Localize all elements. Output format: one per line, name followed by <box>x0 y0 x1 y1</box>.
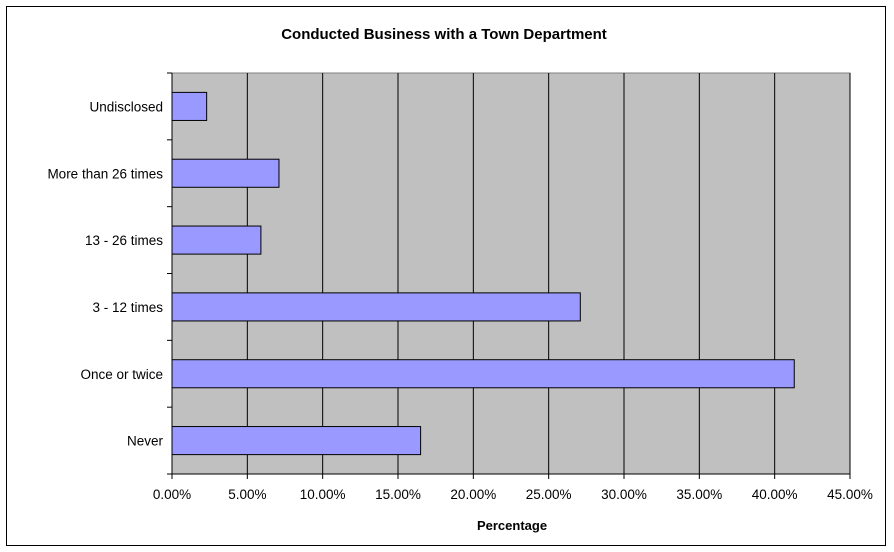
bar <box>171 426 422 456</box>
category-labels: Undisclosed More than 26 times 13 - 26 tim… <box>47 99 163 448</box>
bars <box>171 91 795 456</box>
axes <box>167 72 851 479</box>
x-tick-label: 20.00% <box>450 487 496 502</box>
x-tick-label: 0.00% <box>153 487 191 502</box>
gridlines <box>246 73 851 474</box>
x-tick-label: 45.00% <box>827 487 873 502</box>
category-label: 13 - 26 times <box>85 233 163 248</box>
bar <box>171 292 581 322</box>
category-label: Never <box>127 434 164 449</box>
x-tick-label: 5.00% <box>228 487 266 502</box>
x-tick-labels: 0.00% 5.00% 10.00% 15.00% 20.00% 25.00% 30.00%… <box>153 487 873 502</box>
x-axis-title: Percentage <box>477 518 547 533</box>
category-label: Once or twice <box>80 367 163 382</box>
chart-frame: Conducted Business with a Town Departmen… <box>6 6 886 546</box>
plot-area <box>171 72 851 475</box>
category-label: 3 - 12 times <box>92 300 163 315</box>
bar <box>171 91 208 121</box>
x-tick-label: 30.00% <box>601 487 647 502</box>
x-tick-label: 40.00% <box>752 487 798 502</box>
x-tick-label: 15.00% <box>375 487 421 502</box>
bar-chart: Conducted Business with a Town Departmen… <box>47 26 873 533</box>
x-tick-label: 25.00% <box>526 487 572 502</box>
category-label: Undisclosed <box>89 99 163 114</box>
bar <box>171 225 262 255</box>
x-tick-label: 35.00% <box>676 487 722 502</box>
x-tick-label: 10.00% <box>300 487 346 502</box>
category-label: More than 26 times <box>47 166 163 181</box>
bar <box>171 359 795 389</box>
chart-title: Conducted Business with a Town Departmen… <box>281 26 607 43</box>
bar <box>171 158 280 188</box>
